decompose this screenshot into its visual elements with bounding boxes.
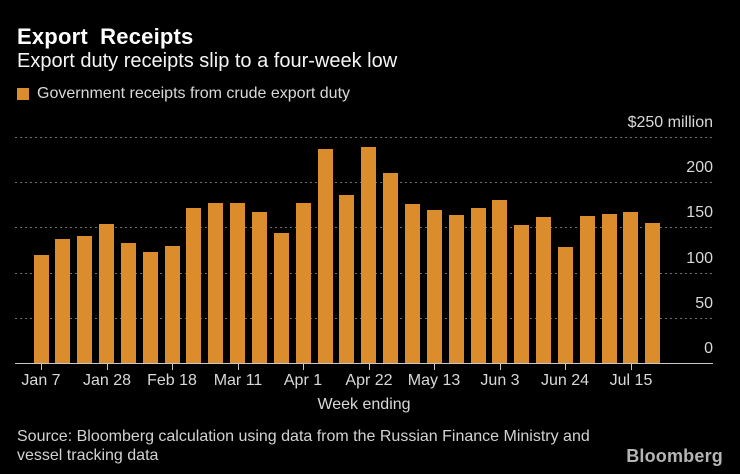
- bar-mar-4: [208, 203, 223, 363]
- bar-jun-24: [558, 247, 573, 363]
- chart-title: Export Receipts: [17, 24, 194, 49]
- x-tick-label: Jun 24: [540, 372, 590, 389]
- source-note-line2: vessel tracking data: [17, 447, 159, 464]
- bar-jan-28: [99, 224, 114, 363]
- bar-apr-22: [361, 147, 376, 363]
- bar-mar-18: [252, 212, 267, 363]
- x-axis-title: Week ending: [317, 396, 411, 413]
- bloomberg-logo: Bloomberg: [626, 446, 723, 466]
- bar-jul-1: [580, 216, 595, 363]
- x-tick: [631, 364, 632, 370]
- x-tick: [565, 364, 566, 370]
- x-tick-label: Mar 11: [213, 372, 263, 389]
- chart-subtitle: Export duty receipts slip to a four-week…: [17, 50, 398, 72]
- x-tick: [303, 364, 304, 370]
- bar-jun-10: [514, 225, 529, 363]
- y-tick-label-100: 100: [686, 250, 713, 267]
- x-tick: [238, 364, 239, 370]
- x-tick-label: Apr 22: [345, 372, 393, 389]
- x-axis-line: [15, 363, 713, 364]
- x-tick: [172, 364, 173, 370]
- bar-jan-14: [55, 239, 70, 363]
- bar-feb-4: [121, 243, 136, 363]
- legend-swatch-icon: [17, 88, 29, 100]
- bar-feb-18: [165, 246, 180, 363]
- bar-jan-7: [34, 255, 49, 363]
- bar-may-13: [427, 210, 442, 363]
- bar-jul-15: [623, 212, 638, 363]
- bar-apr-29: [383, 173, 398, 363]
- x-tick-label: May 13: [407, 372, 461, 389]
- x-tick: [434, 364, 435, 370]
- bar-jul-8: [602, 214, 617, 363]
- y-tick-label-150: 150: [686, 204, 713, 221]
- x-tick-label: Feb 18: [147, 372, 197, 389]
- bar-jun-3: [492, 200, 507, 363]
- bar-apr-1: [296, 203, 311, 363]
- x-tick: [369, 364, 370, 370]
- x-tick: [107, 364, 108, 370]
- bar-mar-25: [274, 233, 289, 363]
- y-tick-label-50: 50: [695, 295, 713, 312]
- x-tick: [500, 364, 501, 370]
- x-tick-label: Jan 7: [21, 372, 61, 389]
- bar-feb-25: [186, 208, 201, 363]
- y-axis-unit-label: $250 million: [627, 114, 713, 131]
- source-note-line1: Source: Bloomberg calculation using data…: [17, 428, 590, 445]
- bar-jul-22: [645, 223, 660, 363]
- x-tick: [41, 364, 42, 370]
- bar-apr-15: [339, 195, 354, 363]
- legend-label: Government receipts from crude export du…: [37, 85, 351, 102]
- y-tick-label-200: 200: [686, 159, 713, 176]
- x-tick-label: Apr 1: [283, 372, 323, 389]
- gridline-250: [15, 137, 713, 138]
- bar-may-27: [471, 208, 486, 363]
- bar-apr-8: [318, 149, 333, 363]
- bar-feb-11: [143, 252, 158, 363]
- chart-legend: Government receipts from crude export du…: [17, 85, 350, 103]
- bar-may-20: [449, 215, 464, 363]
- bar-jan-21: [77, 236, 92, 363]
- y-tick-label-0: 0: [704, 340, 713, 357]
- bar-mar-11: [230, 203, 245, 363]
- bar-may-6: [405, 204, 420, 363]
- x-tick-label: Jul 15: [609, 372, 653, 389]
- x-tick-label: Jan 28: [82, 372, 132, 389]
- x-tick-label: Jun 3: [480, 372, 520, 389]
- bar-jun-17: [536, 217, 551, 363]
